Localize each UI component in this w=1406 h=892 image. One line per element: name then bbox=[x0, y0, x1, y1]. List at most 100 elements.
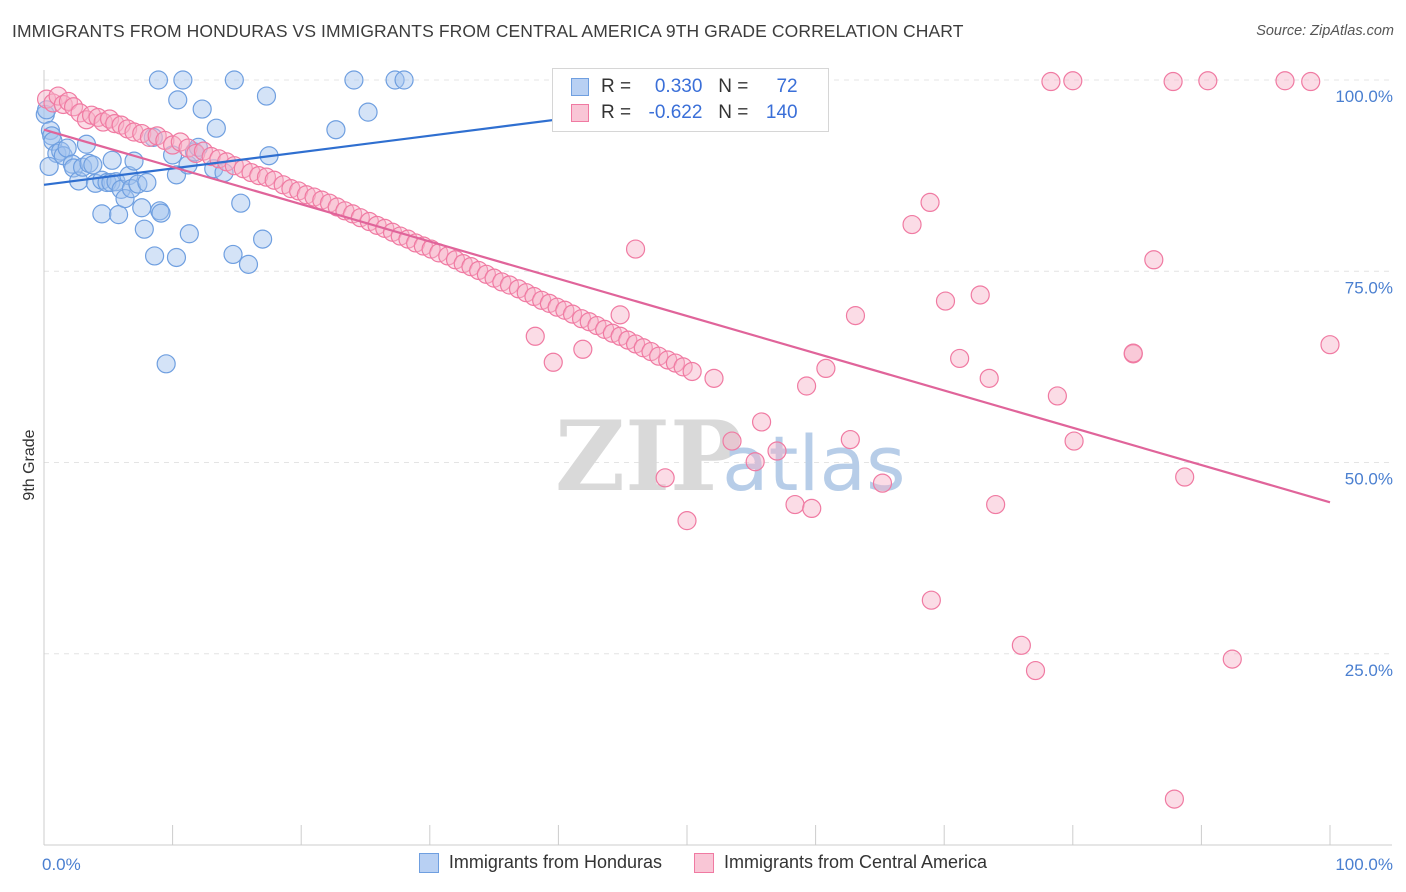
point-central-america bbox=[921, 590, 941, 610]
point-honduras bbox=[206, 118, 226, 138]
point-central-america bbox=[704, 368, 724, 388]
point-honduras bbox=[238, 254, 259, 274]
point-central-america bbox=[562, 304, 583, 324]
point-central-america bbox=[573, 339, 593, 359]
point-honduras bbox=[179, 224, 199, 244]
point-honduras bbox=[166, 247, 187, 268]
point-central-america bbox=[1063, 71, 1083, 91]
point-central-america bbox=[186, 143, 206, 164]
point-honduras bbox=[148, 70, 169, 90]
point-central-america bbox=[722, 431, 742, 451]
point-central-america bbox=[249, 166, 269, 186]
point-honduras bbox=[223, 244, 243, 265]
legend-n-label: N = bbox=[718, 102, 749, 123]
point-honduras bbox=[134, 219, 154, 239]
point-honduras bbox=[168, 90, 188, 110]
point-central-america bbox=[751, 412, 772, 432]
point-honduras bbox=[92, 204, 112, 224]
point-honduras bbox=[115, 188, 135, 209]
point-central-america bbox=[950, 348, 970, 369]
point-central-america bbox=[1011, 635, 1031, 655]
point-central-america bbox=[1198, 71, 1218, 91]
point-central-america bbox=[525, 326, 545, 346]
point-central-america bbox=[1025, 660, 1046, 681]
legend-item-honduras[interactable]: Immigrants from Honduras bbox=[418, 852, 662, 873]
point-central-america bbox=[1175, 467, 1195, 487]
point-central-america bbox=[201, 146, 221, 167]
legend-swatch-blue bbox=[571, 78, 589, 96]
legend-item-central-america[interactable]: Immigrants from Central America bbox=[694, 852, 987, 873]
point-central-america bbox=[1222, 649, 1242, 669]
legend-swatch-pink bbox=[571, 104, 589, 122]
point-honduras bbox=[132, 198, 152, 218]
watermark-atlas: atlas bbox=[722, 419, 906, 508]
point-central-america bbox=[785, 494, 805, 515]
point-central-america bbox=[872, 473, 893, 493]
point-honduras bbox=[326, 120, 346, 140]
point-honduras bbox=[256, 86, 277, 106]
point-central-america bbox=[1064, 431, 1084, 451]
point-honduras bbox=[108, 205, 129, 225]
point-honduras bbox=[224, 70, 244, 90]
point-honduras bbox=[151, 203, 171, 223]
point-central-america bbox=[840, 429, 860, 450]
point-central-america bbox=[979, 368, 999, 388]
x-tick-label: 0.0% bbox=[42, 855, 81, 874]
point-honduras bbox=[101, 172, 121, 193]
gridlines bbox=[44, 79, 1392, 655]
legend-r-label: R = bbox=[601, 76, 632, 97]
series-legend: Immigrants from Honduras Immigrants from… bbox=[0, 852, 1406, 873]
y-axis-label: 9th Grade bbox=[21, 429, 38, 500]
point-central-america bbox=[1047, 386, 1067, 406]
point-honduras bbox=[156, 354, 176, 374]
point-honduras bbox=[173, 70, 193, 90]
point-central-america bbox=[1164, 789, 1184, 809]
legend-n-value: 140 bbox=[765, 102, 798, 123]
point-central-america bbox=[492, 272, 512, 292]
point-honduras bbox=[102, 150, 122, 170]
point-central-america bbox=[1041, 71, 1061, 92]
point-central-america bbox=[970, 285, 990, 305]
point-central-america bbox=[1123, 343, 1143, 363]
point-central-america bbox=[902, 214, 922, 235]
point-central-america bbox=[170, 132, 190, 152]
x-tick-label: 100.0% bbox=[1335, 855, 1393, 874]
point-honduras bbox=[57, 138, 77, 158]
point-honduras bbox=[358, 102, 378, 122]
point-central-america bbox=[124, 122, 144, 142]
point-central-america bbox=[655, 468, 675, 488]
point-central-america bbox=[58, 91, 79, 112]
axes bbox=[43, 70, 1392, 846]
point-honduras bbox=[344, 70, 364, 90]
y-tick-label: 50.0% bbox=[1345, 470, 1393, 489]
legend-label-honduras: Immigrants from Honduras bbox=[448, 852, 662, 872]
point-honduras bbox=[192, 99, 212, 119]
point-honduras bbox=[39, 156, 59, 177]
point-central-america bbox=[610, 305, 630, 325]
point-central-america bbox=[264, 170, 284, 190]
trend-line-honduras bbox=[43, 112, 604, 186]
point-central-america bbox=[1144, 250, 1164, 270]
point-central-america bbox=[105, 114, 125, 134]
point-central-america bbox=[845, 306, 866, 326]
legend-swatch-pink bbox=[694, 852, 714, 873]
legend-row-honduras: R = 0.330 N = 72 bbox=[571, 74, 798, 100]
point-central-america bbox=[935, 291, 956, 311]
legend-r-value: 0.330 bbox=[654, 76, 703, 97]
correlation-legend: R = 0.330 N = 72 R = -0.622 N = 140 bbox=[552, 68, 829, 132]
watermark-zip: ZIP bbox=[555, 400, 742, 513]
watermark: ZIP atlas bbox=[555, 400, 906, 513]
point-central-america bbox=[241, 162, 261, 183]
point-central-america bbox=[625, 239, 646, 259]
point-central-america bbox=[163, 135, 183, 155]
point-honduras bbox=[394, 70, 414, 90]
chart-title: IMMIGRANTS FROM HONDURAS VS IMMIGRANTS F… bbox=[12, 21, 964, 41]
point-central-america bbox=[543, 352, 563, 372]
point-central-america bbox=[920, 192, 940, 212]
point-central-america bbox=[1320, 335, 1340, 355]
point-central-america bbox=[816, 358, 836, 379]
y-tick-label: 75.0% bbox=[1345, 278, 1393, 297]
trend-lines bbox=[43, 112, 1331, 504]
point-central-america bbox=[796, 376, 817, 396]
